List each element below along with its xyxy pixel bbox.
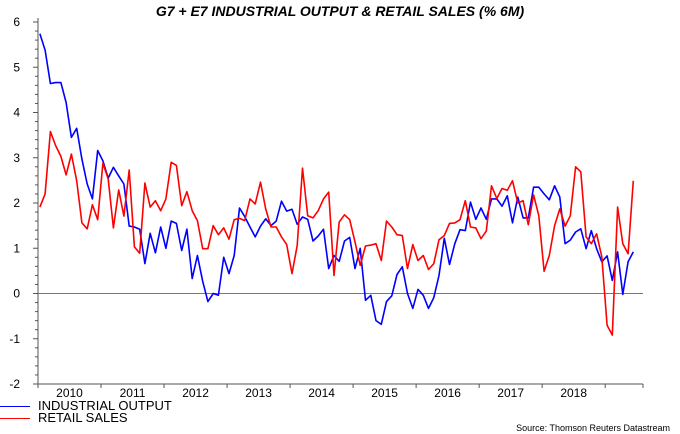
- chart-title: G7 + E7 INDUSTRIAL OUTPUT & RETAIL SALES…: [155, 3, 525, 19]
- x-tick-label: 2011: [120, 386, 146, 400]
- legend-swatch-red: [0, 417, 30, 419]
- x-tick-label: 2012: [182, 386, 209, 400]
- legend-item-industrial-output: INDUSTRIAL OUTPUT: [0, 398, 172, 413]
- x-tick-label: 2013: [245, 386, 272, 400]
- x-tick-label: 2018: [560, 386, 587, 400]
- y-tick-label: 4: [13, 106, 20, 120]
- x-tick-label: 2010: [56, 386, 83, 400]
- x-tick-label: 2017: [497, 386, 524, 400]
- y-tick-label: 2: [13, 196, 20, 210]
- x-tick-label: 2016: [434, 386, 461, 400]
- legend-label: RETAIL SALES: [38, 410, 128, 425]
- y-tick-label: 6: [13, 15, 20, 29]
- legend-label: INDUSTRIAL OUTPUT: [38, 398, 172, 413]
- series-line-retail-sales: [39, 130, 635, 336]
- source-note: Source: Thomson Reuters Datastream: [516, 423, 670, 433]
- y-tick-label: 1: [13, 241, 20, 255]
- y-tick-label: 5: [13, 60, 20, 74]
- y-tick-label: 3: [13, 151, 20, 165]
- y-tick-label: -1: [9, 332, 20, 346]
- legend-item-retail-sales: RETAIL SALES: [0, 410, 128, 425]
- y-tick-label: -2: [9, 377, 20, 391]
- legend-swatch-blue: [0, 405, 30, 407]
- x-tick-label: 2014: [308, 386, 335, 400]
- series-line-industrial-output: [39, 33, 635, 326]
- x-tick-label: 2015: [371, 386, 398, 400]
- y-tick-label: 0: [13, 287, 20, 301]
